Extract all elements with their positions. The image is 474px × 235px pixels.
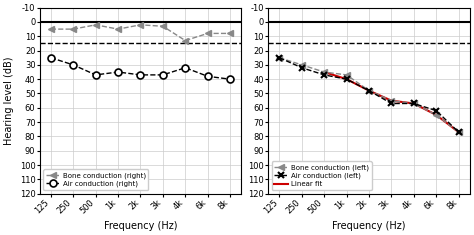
Bone conduction (right) (115, 28, 121, 31)
Air conduction (left) (456, 131, 462, 133)
Bone conduction (right) (48, 28, 54, 31)
Bone conduction (left) (389, 99, 394, 102)
Air conduction (right) (48, 56, 54, 59)
Bone conduction (right) (182, 39, 188, 42)
Bone conduction (left) (321, 71, 327, 74)
Air conduction (right) (227, 78, 233, 81)
Linear fit (366, 89, 372, 92)
Y-axis label: Hearing level (dB): Hearing level (dB) (4, 56, 14, 145)
Bone conduction (left) (411, 102, 417, 105)
Line: Air conduction (right): Air conduction (right) (47, 54, 234, 83)
Air conduction (right) (71, 63, 76, 66)
Bone conduction (right) (93, 24, 99, 26)
Air conduction (right) (137, 74, 143, 76)
Air conduction (left) (411, 102, 417, 105)
Bone conduction (left) (344, 74, 349, 76)
Air conduction (right) (115, 71, 121, 74)
Legend: Bone conduction (left), Air conduction (left), Linear fit: Bone conduction (left), Air conduction (… (272, 161, 372, 190)
Bone conduction (left) (276, 56, 282, 59)
Line: Linear fit: Linear fit (324, 72, 459, 132)
Air conduction (left) (321, 74, 327, 76)
Linear fit (411, 102, 417, 105)
Air conduction (left) (366, 89, 372, 92)
Air conduction (left) (433, 109, 439, 112)
Bone conduction (left) (433, 114, 439, 116)
Line: Bone conduction (right): Bone conduction (right) (48, 22, 233, 43)
Bone conduction (right) (160, 25, 166, 28)
Bone conduction (right) (227, 32, 233, 35)
X-axis label: Frequency (Hz): Frequency (Hz) (332, 221, 406, 231)
Linear fit (433, 114, 439, 116)
Linear fit (321, 71, 327, 74)
Air conduction (left) (344, 78, 349, 81)
Linear fit (456, 131, 462, 133)
Air conduction (right) (205, 75, 210, 78)
Air conduction (right) (182, 66, 188, 69)
Bone conduction (left) (456, 131, 462, 133)
Line: Air conduction (left): Air conduction (left) (276, 54, 462, 136)
Legend: Bone conduction (right), Air conduction (right): Bone conduction (right), Air conduction … (43, 169, 148, 190)
X-axis label: Frequency (Hz): Frequency (Hz) (104, 221, 177, 231)
Bone conduction (right) (71, 28, 76, 31)
Bone conduction (left) (366, 89, 372, 92)
Air conduction (left) (389, 102, 394, 105)
Air conduction (right) (93, 74, 99, 76)
Air conduction (left) (299, 66, 305, 69)
Line: Bone conduction (left): Bone conduction (left) (277, 55, 461, 135)
Air conduction (right) (160, 74, 166, 76)
Bone conduction (left) (299, 63, 305, 66)
Air conduction (left) (276, 56, 282, 59)
Linear fit (344, 78, 349, 81)
Linear fit (389, 99, 394, 102)
Bone conduction (right) (205, 32, 210, 35)
Bone conduction (right) (137, 24, 143, 26)
